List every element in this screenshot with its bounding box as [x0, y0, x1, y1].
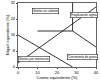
svg-text:Níquel equivalente (%): Níquel equivalente (%)	[5, 14, 10, 55]
svg-text:Grietas en caliente: Grietas en caliente	[33, 9, 58, 13]
svg-text:10: 10	[35, 70, 40, 75]
svg-text:0: 0	[17, 70, 20, 75]
svg-text:16: 16	[11, 32, 16, 37]
svg-text:0: 0	[13, 64, 16, 69]
svg-text:Crecimiento de grano: Crecimiento de grano	[68, 55, 97, 59]
svg-text:40: 40	[94, 70, 99, 75]
svg-text:Grietas por martensita: Grietas por martensita	[19, 57, 49, 61]
svg-text:8: 8	[13, 48, 16, 53]
svg-text:20: 20	[55, 70, 60, 75]
svg-text:30: 30	[74, 70, 79, 75]
svg-text:24: 24	[11, 16, 16, 21]
svg-text:Cromo equivalente (%): Cromo equivalente (%)	[37, 75, 79, 80]
svg-text:32: 32	[11, 0, 16, 5]
svg-text:Fragilización sigma: Fragilización sigma	[71, 13, 97, 17]
